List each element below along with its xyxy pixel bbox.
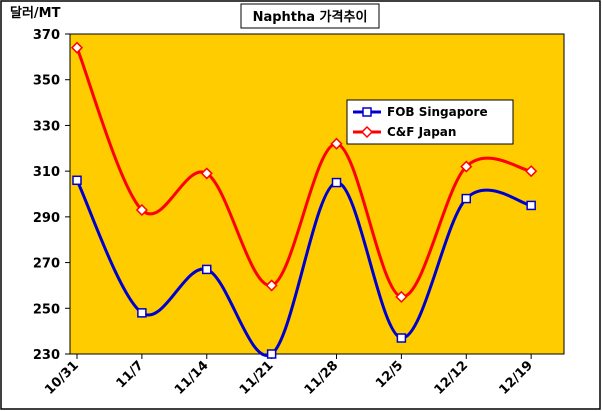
- plot-area: [69, 33, 565, 355]
- data-point-fob-singapore: [331, 177, 342, 188]
- y-axis-ticks: 230 250 270 290 310 330 350 370: [33, 28, 70, 363]
- legend-label-fob-singapore: FOB Singapore: [387, 105, 488, 119]
- legend-label-c-f-japan: C&F Japan: [387, 125, 456, 139]
- data-point-fob-singapore: [461, 193, 472, 204]
- legend-marker-c-f-japan: [360, 125, 374, 139]
- data-point-c-f-japan: [70, 41, 84, 54]
- y-tick-label: 290: [33, 211, 60, 226]
- data-point-c-f-japan: [135, 203, 148, 217]
- data-point-fob-singapore: [202, 264, 212, 275]
- y-axis-unit-label: 달러/MT: [10, 5, 61, 21]
- y-tick-label: 270: [33, 257, 60, 272]
- y-tick-label: 330: [33, 119, 60, 134]
- series-line-fob-singapore: [75, 179, 532, 358]
- data-point-c-f-japan: [265, 279, 278, 292]
- legend-box: [346, 99, 514, 145]
- data-point-c-f-japan: [330, 137, 343, 150]
- data-point-c-f-japan: [525, 165, 538, 178]
- data-point-c-f-japan: [395, 290, 408, 303]
- data-point-c-f-japan: [200, 167, 213, 180]
- y-tick-label: 230: [33, 348, 60, 363]
- chart-title-text: Naphtha 가격추이: [253, 9, 368, 25]
- data-point-fob-singapore: [396, 333, 407, 343]
- data-point-fob-singapore: [266, 349, 277, 359]
- legend-marker-fob-singapore: [362, 107, 372, 117]
- chart-title-box: [240, 3, 380, 29]
- y-tick-label: 250: [33, 302, 60, 317]
- series-layer: [70, 41, 538, 359]
- y-tick-label: 310: [33, 165, 60, 180]
- data-point-fob-singapore: [72, 175, 82, 186]
- chart-title: Naphtha 가격추이: [240, 3, 380, 29]
- data-point-fob-singapore: [526, 200, 536, 211]
- legend: FOB Singapore C&F Japan: [346, 99, 514, 145]
- data-point-fob-singapore: [137, 308, 147, 318]
- y-tick-label: 370: [33, 28, 60, 43]
- data-point-c-f-japan: [460, 160, 473, 173]
- y-tick-label: 350: [33, 74, 60, 89]
